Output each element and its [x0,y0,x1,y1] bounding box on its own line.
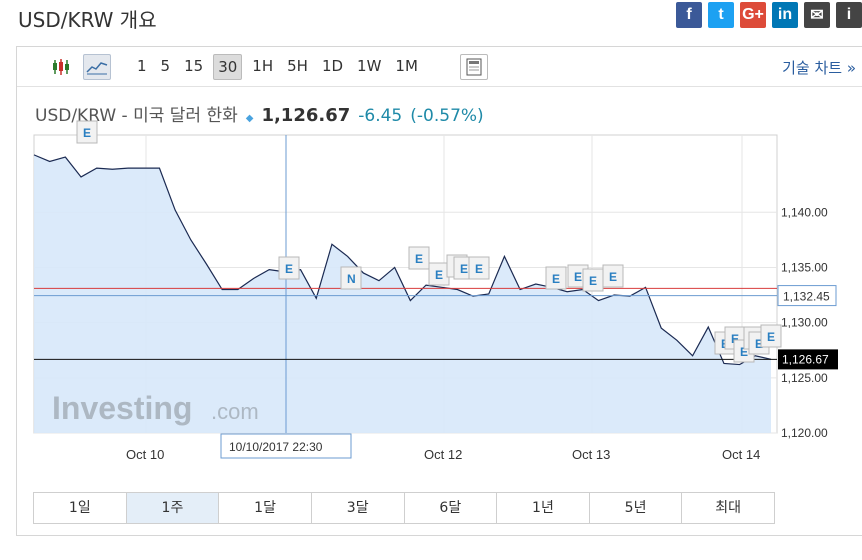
chart-panel: 1 5 15 30 1H 5H 1D 1W 1M 기술 차트 » USD/KRW - 미국 달러… [16,46,862,536]
event-marker [278,256,300,280]
x-tick-label: Oct 10 [126,447,164,462]
interval-1[interactable]: 1 [137,56,147,75]
range-tab[interactable]: 1달 [219,493,312,523]
range-tab[interactable]: 6달 [405,493,498,523]
interval-1h[interactable]: 1H [252,56,274,75]
y-tick-label: 1,130.00 [781,316,828,330]
document-icon[interactable] [459,53,488,80]
range-tab[interactable]: 3달 [312,493,405,523]
range-tab[interactable]: 최대 [715,500,742,516]
crosshair-date: 10/10/2017 22:30 [229,440,323,454]
email-icon[interactable]: ✉ [804,2,830,28]
google-plus-icon[interactable]: G+ [740,2,766,28]
event-marker [340,266,362,290]
crosshair-value: 1,132.45 [783,290,830,304]
event-marker-label: E [767,330,775,344]
event-marker [408,246,430,270]
range-tab[interactable]: 1년 [497,493,590,523]
chart-toolbar: 1 5 15 30 1H 5H 1D 1W 1M 기술 차트 » [17,47,862,87]
event-marker-label: E [731,332,739,346]
last-price-label: 1,126.67 [782,352,829,366]
investing-watermark: Investing [52,390,192,426]
event-marker [76,120,98,144]
page-title: USD/KRW 개요 [18,8,157,32]
event-marker [545,266,567,290]
event-marker-label: E [574,270,582,284]
y-tick-label: 1,120.00 [781,426,828,440]
event-marker [760,324,782,348]
interval-5[interactable]: 5 [160,56,171,75]
range-tab[interactable]: 1일 [34,493,127,523]
event-marker-label: N [347,272,356,286]
interval-5h[interactable]: 5H [287,56,308,75]
interval-30[interactable]: 30 [213,53,243,80]
event-marker-label: E [435,268,443,282]
range-tab[interactable]: 5년 [590,493,683,523]
event-marker-label: E [460,262,468,276]
event-marker [468,256,490,280]
event-marker-label: E [609,270,617,284]
event-marker-label: E [285,262,293,276]
y-tick-label: 1,125.00 [781,371,828,385]
event-marker-label: E [755,337,763,351]
investing-watermark-suffix: .com [211,399,259,424]
price-chart[interactable]: 1,140.00 1,135.00 1,130.00 1,125.00 1,120.00… [17,47,862,492]
diamond-icon: ◆ [245,113,254,124]
y-tick-label: 1,135.00 [781,260,828,274]
event-marker-label: E [475,262,483,276]
x-tick-label: Oct 14 [722,447,760,462]
x-tick-label: Oct 12 [424,447,462,462]
interval-selector: 1 5 15 30 1H 5H 1D 1W 1M [133,53,428,80]
price-change-percent: (-0.57%) [410,106,484,126]
line-chart-icon[interactable] [83,53,111,80]
linkedin-icon[interactable]: in [772,2,798,28]
last-price-box [778,349,838,370]
facebook-icon[interactable]: f [676,2,702,28]
event-marker [602,264,624,288]
crosshair-date-box [220,433,352,459]
range-tab[interactable]: 1주 [126,493,220,523]
interval-1d[interactable]: 1D [321,56,344,75]
share-bar: f t G+ in ✉ i [676,2,862,28]
event-marker-label: E [552,272,560,286]
technical-chart-link[interactable]: 기술 차트 » [782,59,856,77]
twitter-icon[interactable]: t [708,2,734,28]
interval-1m[interactable]: 1M [395,56,418,75]
interval-1w[interactable]: 1W [357,56,382,75]
event-marker-label: E [83,126,91,140]
interval-15[interactable]: 15 [184,56,204,75]
info-icon[interactable]: i [836,2,862,28]
time-range-selector: 1일 1주 1달 3달 6달 1년 5년 최대 [33,492,775,524]
x-tick-label: Oct 13 [572,447,610,462]
area-fill [34,154,771,433]
last-price: 1,126.67 [261,105,351,126]
candlestick-icon[interactable] [47,54,75,80]
event-marker-label: E [589,274,597,288]
price-line [33,154,772,366]
price-change: -6.45 [358,106,403,126]
crosshair-value-box [777,285,837,307]
event-marker-label: E [740,345,748,359]
event-marker-label: E [415,252,423,266]
y-tick-label: 1,140.00 [781,205,828,219]
